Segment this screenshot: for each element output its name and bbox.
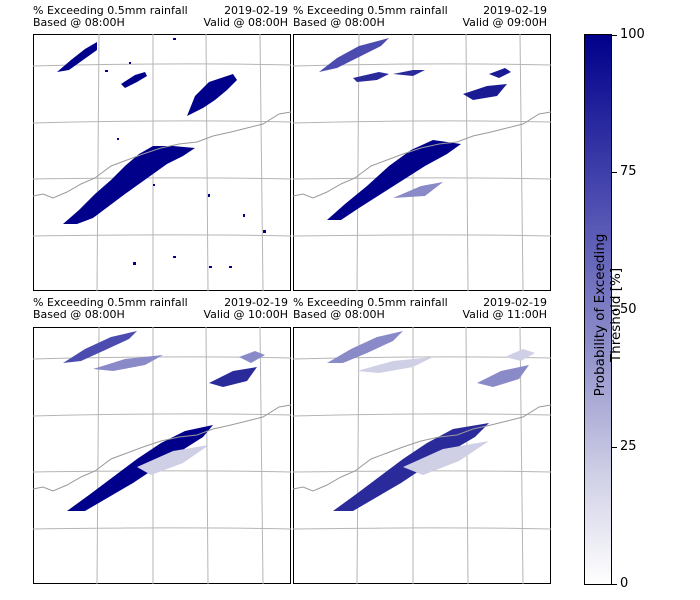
colorbar-label-75: 75 — [620, 164, 637, 179]
colorbar-tick-75 — [612, 172, 617, 173]
panel-1-valid: Valid @ 08:00H — [203, 16, 288, 29]
panel-2-svg — [293, 34, 551, 291]
map-panel-2 — [293, 34, 551, 291]
graticule — [293, 327, 551, 584]
panel-3-date: 2019-02-19 — [224, 296, 288, 309]
rain-scatter — [105, 38, 266, 268]
panel-2-title-line1: % Exceeding 0.5mm rainfall — [293, 4, 448, 17]
panel-4-date: 2019-02-19 — [483, 296, 547, 309]
panel-1-title-line2: Based @ 08:00H — [33, 16, 125, 29]
panel-1-title-left: % Exceeding 0.5mm rainfall Based @ 08:00… — [33, 5, 188, 29]
colorbar-label-50: 50 — [620, 302, 637, 317]
coastline — [33, 111, 291, 199]
rain-probability-cells — [57, 42, 237, 224]
panel-4-title-line1: % Exceeding 0.5mm rainfall — [293, 296, 448, 309]
panel-4-title-left: % Exceeding 0.5mm rainfall Based @ 08:00… — [293, 297, 448, 321]
panel-4-title-line2: Based @ 08:00H — [293, 308, 385, 321]
panel-4-title-right: 2019-02-19 Valid @ 11:00H — [459, 297, 547, 321]
colorbar-tick-50 — [612, 310, 617, 311]
rain-probability-cells — [63, 331, 265, 511]
panel-2-valid: Valid @ 09:00H — [462, 16, 547, 29]
panel-3-title-right: 2019-02-19 Valid @ 10:00H — [200, 297, 288, 321]
coastline — [33, 404, 291, 492]
panel-2-title-left: % Exceeding 0.5mm rainfall Based @ 08:00… — [293, 5, 448, 29]
map-panel-1 — [33, 34, 291, 291]
panel-4-svg — [293, 327, 551, 584]
colorbar-label-100: 100 — [620, 27, 645, 42]
map-panel-4 — [293, 327, 551, 584]
colorbar-label-25: 25 — [620, 439, 637, 454]
panel-3-valid: Valid @ 10:00H — [203, 308, 288, 321]
colorbar-tick-0 — [612, 584, 617, 585]
map-panel-3 — [33, 327, 291, 584]
panel-2-title-right: 2019-02-19 Valid @ 09:00H — [459, 5, 547, 29]
panel-1-date: 2019-02-19 — [224, 4, 288, 17]
colorbar-tick-25 — [612, 447, 617, 448]
panel-2-title-line2: Based @ 08:00H — [293, 16, 385, 29]
panel-1-title-right: 2019-02-19 Valid @ 08:00H — [200, 5, 288, 29]
colorbar-label-0: 0 — [620, 576, 629, 591]
panel-1-svg — [33, 34, 291, 291]
rain-probability-cells — [319, 38, 511, 220]
colorbar-tick-100 — [612, 35, 617, 36]
panel-3-title-line2: Based @ 08:00H — [33, 308, 125, 321]
panel-2-date: 2019-02-19 — [483, 4, 547, 17]
coastline — [293, 111, 551, 199]
panel-3-title-left: % Exceeding 0.5mm rainfall Based @ 08:00… — [33, 297, 188, 321]
coastline — [293, 404, 551, 492]
colorbar — [584, 34, 612, 585]
panel-3-svg — [33, 327, 291, 584]
panel-4-valid: Valid @ 11:00H — [462, 308, 547, 321]
panel-3-title-line1: % Exceeding 0.5mm rainfall — [33, 296, 188, 309]
panel-1-title-line1: % Exceeding 0.5mm rainfall — [33, 4, 188, 17]
colorbar-title: Probability of Exceeding Threshold [%] — [592, 233, 624, 397]
rain-probability-cells — [327, 331, 535, 511]
